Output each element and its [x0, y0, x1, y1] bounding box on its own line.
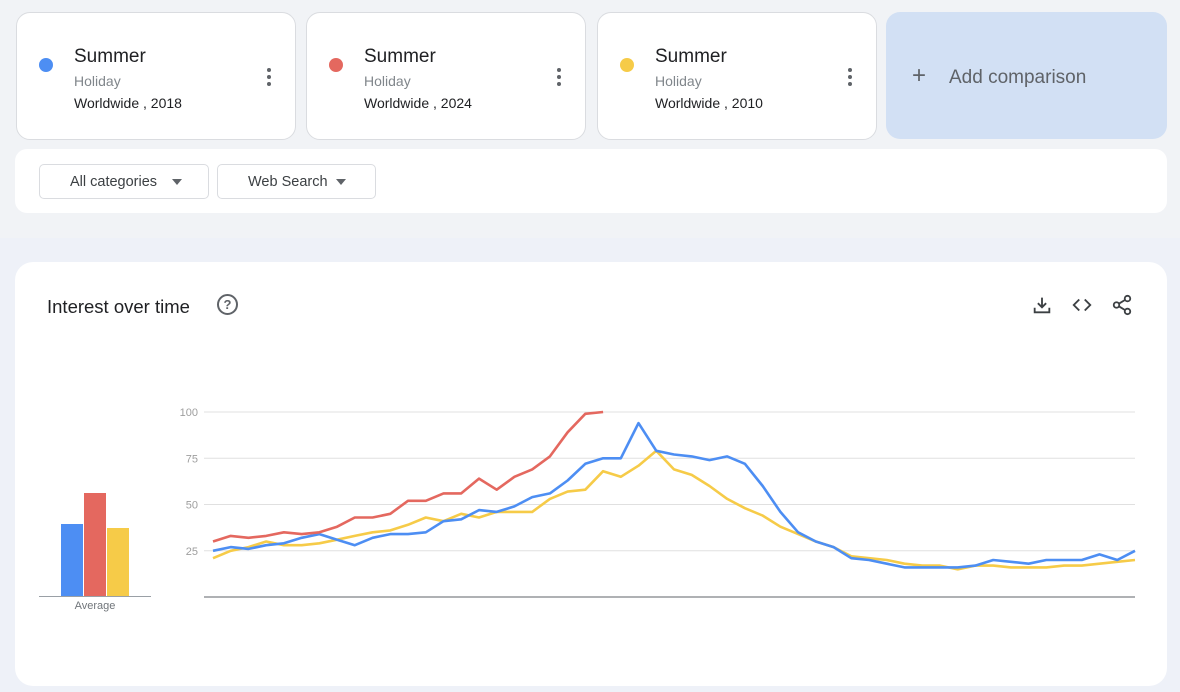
- term-location: Worldwide: [74, 95, 140, 111]
- term-year: 2010: [731, 95, 763, 111]
- filter-bar: All categories Web Search: [15, 149, 1167, 213]
- series-color-dot: [39, 58, 53, 72]
- y-tick-label: 50: [186, 500, 198, 512]
- term-category: Holiday: [655, 73, 702, 89]
- term-location-year[interactable]: Worldwide , 2024: [364, 95, 472, 111]
- search-type-dropdown-label: Web Search: [248, 174, 328, 190]
- series-line: [212, 449, 1136, 571]
- category-dropdown[interactable]: All categories: [39, 164, 209, 199]
- share-icon[interactable]: [1111, 294, 1133, 316]
- dropdown-arrow-icon: [336, 179, 346, 185]
- help-circle-icon[interactable]: ?: [217, 294, 238, 315]
- average-bar: [61, 523, 83, 596]
- term-card-1[interactable]: Summer Holiday Worldwide , 2018: [16, 12, 296, 140]
- series-color-dot: [620, 58, 634, 72]
- more-vert-icon[interactable]: [259, 65, 279, 89]
- term-location-year[interactable]: Worldwide , 2010: [655, 95, 763, 111]
- average-bar: [107, 527, 129, 596]
- more-vert-icon[interactable]: [840, 65, 860, 89]
- term-year: 2018: [150, 95, 182, 111]
- y-tick-label: 75: [186, 453, 198, 465]
- term-name[interactable]: Summer: [74, 46, 146, 67]
- interest-over-time-card: Interest over time ? Average 25 50 75 100: [15, 262, 1167, 686]
- average-bar: [84, 493, 106, 596]
- add-comparison-label: Add comparison: [949, 67, 1087, 88]
- series-line: [212, 410, 604, 543]
- search-type-dropdown[interactable]: Web Search: [217, 164, 376, 199]
- term-location-year[interactable]: Worldwide , 2018: [74, 95, 182, 111]
- category-dropdown-label: All categories: [70, 174, 158, 190]
- more-vert-icon[interactable]: [549, 65, 569, 89]
- download-icon[interactable]: [1031, 294, 1053, 316]
- term-location: Worldwide: [364, 95, 430, 111]
- series-line: [212, 421, 1136, 569]
- term-card-2[interactable]: Summer Holiday Worldwide , 2024: [306, 12, 586, 140]
- term-year: 2024: [440, 95, 472, 111]
- interest-line-chart[interactable]: 25 50 75 100: [175, 402, 1137, 604]
- y-tick-label: 100: [180, 407, 198, 419]
- y-tick-label: 25: [186, 546, 198, 558]
- average-baseline: [39, 596, 151, 597]
- term-name[interactable]: Summer: [364, 46, 436, 67]
- average-label: Average: [74, 600, 116, 612]
- embed-code-icon[interactable]: [1071, 294, 1093, 316]
- term-location: Worldwide: [655, 95, 721, 111]
- add-comparison-button[interactable]: + Add comparison: [886, 12, 1167, 139]
- term-category: Holiday: [74, 73, 121, 89]
- chart-title: Interest over time: [47, 296, 190, 317]
- term-card-3[interactable]: Summer Holiday Worldwide , 2010: [597, 12, 877, 140]
- plus-icon: +: [912, 62, 927, 89]
- term-name[interactable]: Summer: [655, 46, 727, 67]
- dropdown-arrow-icon: [172, 179, 182, 185]
- series-color-dot: [329, 58, 343, 72]
- term-category: Holiday: [364, 73, 411, 89]
